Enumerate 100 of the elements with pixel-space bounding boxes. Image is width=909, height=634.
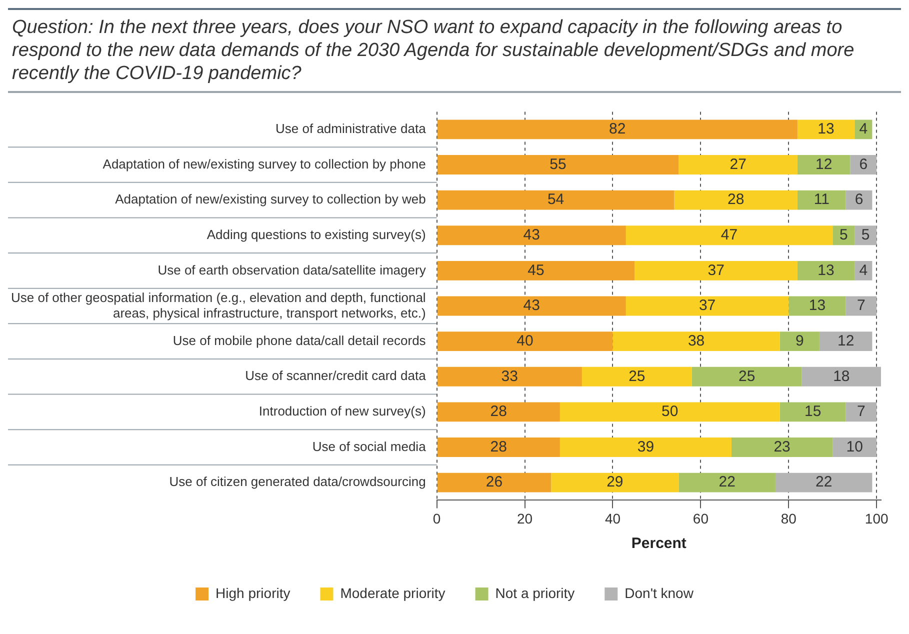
bar (788, 296, 846, 316)
data-label: 12 (815, 156, 832, 173)
bar (832, 438, 877, 457)
data-label: 28 (728, 191, 744, 208)
legend-label: Don't know (624, 584, 694, 601)
data-label: 22 (718, 474, 736, 491)
data-label: 23 (774, 438, 790, 456)
bar (437, 438, 560, 457)
data-label: 13 (818, 120, 834, 138)
data-label: 13 (818, 262, 834, 279)
bar (802, 366, 881, 386)
data-label: 12 (837, 332, 854, 350)
data-label: 6 (854, 191, 864, 208)
bar (437, 472, 552, 492)
bar (797, 120, 855, 140)
data-label: 15 (804, 403, 822, 420)
y-tick-label: Use of social media (312, 438, 427, 454)
x-tick-label: 100 (864, 510, 888, 526)
legend-label: Moderate priority (340, 584, 446, 601)
data-label: 4 (859, 120, 868, 138)
bar (846, 296, 877, 316)
data-label: 47 (720, 226, 738, 244)
bar (437, 155, 679, 174)
bar (850, 155, 877, 174)
data-label: 18 (833, 368, 850, 385)
data-label: 13 (808, 297, 826, 314)
data-label: 33 (501, 368, 518, 385)
data-label: 39 (637, 438, 654, 456)
bar (551, 472, 679, 492)
bar (437, 226, 626, 246)
data-label: 26 (486, 474, 503, 491)
bar (626, 296, 789, 316)
bar (437, 366, 582, 386)
legend-label: High priority (216, 584, 290, 601)
bar (437, 296, 626, 316)
data-label: 22 (815, 474, 832, 491)
x-tick-label: 40 (604, 510, 621, 526)
bar (780, 402, 846, 422)
bar (832, 226, 855, 246)
x-tick-label: 0 (432, 510, 441, 526)
bar (775, 472, 872, 492)
bar (437, 260, 635, 280)
data-label: 82 (609, 120, 626, 138)
y-tick-label: Use of citizen generated data/crowdsourcing (169, 474, 426, 490)
data-label: 10 (846, 438, 863, 456)
bar (560, 438, 732, 457)
bar (846, 402, 877, 422)
bar (731, 438, 833, 457)
data-label: 28 (490, 403, 507, 420)
bar (674, 190, 798, 210)
y-tick-label: Use of scanner/credit card data (245, 368, 427, 384)
bar (612, 332, 780, 352)
y-tick-label: Introduction of new survey(s) (258, 404, 426, 419)
data-label: 11 (814, 191, 830, 208)
data-label: 25 (628, 368, 646, 385)
data-label: 38 (688, 332, 705, 350)
data-label: 7 (857, 403, 866, 420)
x-axis-title: Percent (631, 535, 686, 552)
y-tick-label: Use of administrative data (276, 121, 427, 136)
data-label: 7 (857, 297, 866, 314)
y-tick-label: Use of other geospatial information (e.g., elevation and depth, functional areas, physical infrastructure, transport networks, etc.) (10, 290, 426, 320)
bar (634, 260, 798, 280)
bar (678, 472, 776, 492)
data-label: 50 (662, 403, 678, 420)
data-label: 4 (859, 262, 868, 279)
data-label: 43 (523, 297, 540, 314)
data-label: 28 (490, 438, 507, 456)
data-label: 43 (523, 226, 540, 244)
bar (437, 120, 798, 140)
y-tick-label: Adaptation of new/existing survey to collection by phone (102, 156, 426, 172)
bar (819, 332, 872, 352)
bar (780, 332, 820, 352)
data-label: 29 (606, 474, 624, 491)
bar (797, 155, 850, 174)
data-label: 37 (708, 262, 724, 279)
bar (560, 402, 780, 422)
legend-label: Not a priority (495, 584, 575, 601)
bar (846, 190, 872, 210)
data-label: 5 (861, 226, 870, 244)
x-tick-label: 20 (516, 510, 533, 526)
bar (626, 226, 833, 246)
data-label: 27 (730, 156, 746, 173)
bar (437, 402, 560, 422)
data-label: 5 (839, 226, 848, 244)
data-label: 25 (738, 368, 756, 385)
x-tick-label: 80 (780, 510, 797, 526)
y-tick-label: Use of mobile phone data/call detail records (172, 332, 426, 348)
bar (678, 155, 798, 174)
bar (692, 366, 802, 386)
data-label: 45 (528, 262, 544, 279)
bar (854, 226, 877, 246)
data-label: 54 (547, 191, 564, 208)
bar (797, 260, 855, 280)
y-tick-label: Adaptation of new/existing survey to collection by web (115, 192, 426, 207)
data-label: 40 (516, 332, 534, 350)
bar (437, 332, 613, 352)
y-tick-label: Adding questions to existing survey(s) (206, 226, 426, 242)
bar (437, 190, 674, 210)
data-label: 37 (698, 297, 716, 314)
bar (797, 190, 846, 210)
